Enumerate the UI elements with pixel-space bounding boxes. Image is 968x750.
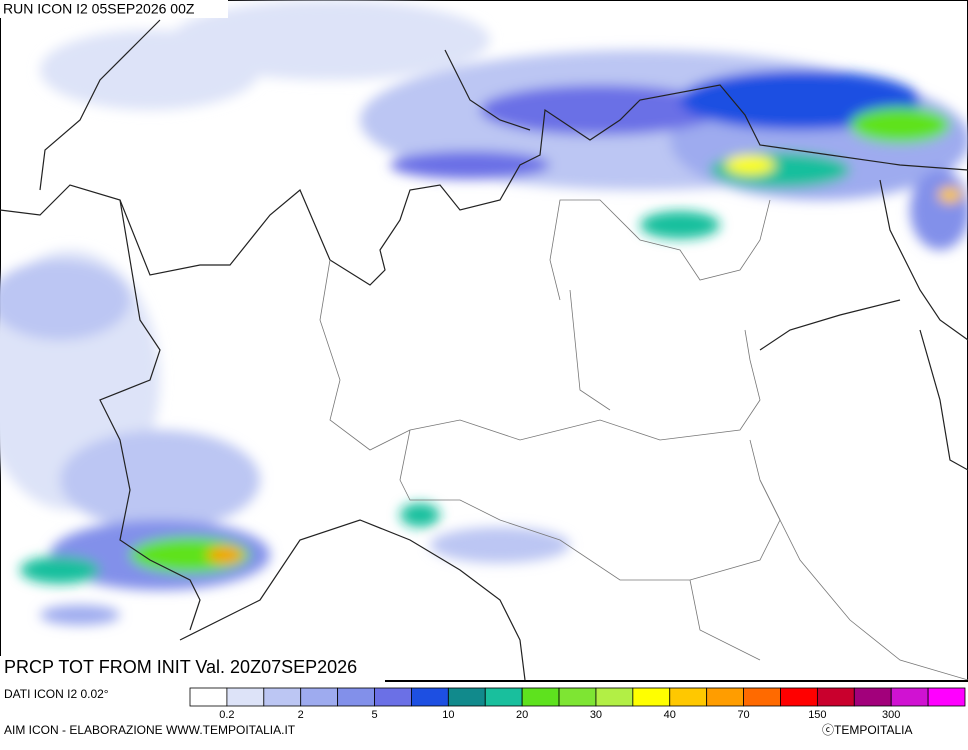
legend-swatch — [300, 687, 339, 707]
legend-swatch — [558, 687, 597, 707]
caption-title: PRCP TOT FROM INIT Val. 20Z07SEP2026 — [4, 657, 357, 677]
legend-swatch — [743, 687, 781, 707]
legend-swatch — [632, 687, 671, 707]
legend-swatch — [374, 687, 412, 707]
run-label-bg — [0, 0, 228, 18]
legend-label: 20 — [516, 709, 528, 721]
legend-label: 0.2 — [219, 709, 234, 721]
legend-swatch — [816, 687, 855, 707]
legend-label: 40 — [664, 709, 676, 721]
legend-label: 10 — [442, 709, 454, 721]
caption-bg — [0, 656, 395, 681]
legend-label: 70 — [737, 709, 749, 721]
legend-swatch — [337, 687, 375, 707]
legend-label: 2 — [298, 709, 304, 721]
legend-swatch — [927, 687, 966, 707]
precip-field — [0, 0, 968, 625]
legend-swatch — [521, 687, 560, 707]
legend-label: 30 — [590, 709, 602, 721]
legend-swatch — [189, 687, 228, 707]
legend-swatch — [853, 687, 892, 707]
legend-swatch — [484, 687, 523, 707]
color-legend: 0.2 2 5 10 20 30 40 70 150 300 — [189, 687, 966, 721]
legend-label: 150 — [808, 709, 826, 721]
legend-swatch — [263, 687, 302, 707]
footer-credit: AIM ICON - ELABORAZIONE WWW.TEMPOITALIA.… — [4, 723, 296, 737]
legend-swatch — [890, 687, 929, 707]
legend-swatch — [447, 687, 486, 707]
legend-swatch — [706, 687, 744, 707]
legend-swatch — [226, 687, 265, 707]
legend-label: 5 — [371, 709, 377, 721]
legend-label: 300 — [882, 709, 900, 721]
legend-swatch — [411, 687, 449, 707]
legend-swatch — [595, 687, 634, 707]
footer-copyright: ⓒTEMPOITALIA — [822, 723, 912, 737]
run-label: RUN ICON I2 05SEP2026 00Z — [3, 1, 195, 17]
source-label: DATI ICON I2 0.02° — [4, 687, 109, 701]
borders — [0, 19, 968, 681]
legend-swatch — [780, 687, 818, 707]
legend-swatch — [669, 687, 708, 707]
